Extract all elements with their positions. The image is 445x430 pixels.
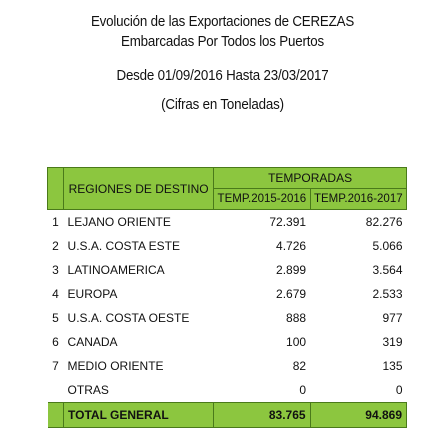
row-number: 2 [52, 239, 59, 253]
total-2015-2016: 83.765 [213, 402, 311, 428]
table-row: 2 U.S.A. COSTA ESTE 4.726 5.066 [48, 234, 407, 258]
value-2015-2016: 100 [286, 335, 307, 349]
regions-header: REGIONES DE DESTINO [63, 167, 215, 210]
season-header-2015-2016: TEMP.2015-2016 [213, 188, 311, 210]
row-number: 6 [52, 335, 59, 349]
row-number: 5 [52, 311, 59, 325]
row-number: 4 [52, 287, 59, 301]
title-line-1: Evolución de las Exportaciones de CEREZA… [90, 14, 355, 30]
document-header: Evolución de las Exportaciones de CEREZA… [0, 0, 445, 115]
value-2015-2016: 82 [292, 359, 307, 373]
value-2015-2016: 0 [299, 383, 307, 397]
exports-table: REGIONES DE DESTINO TEMPORADAS TEMP.2015… [46, 167, 408, 428]
region-name: MEDIO ORIENTE [67, 359, 164, 373]
table-row: OTRAS 0 0 [48, 378, 407, 403]
value-2015-2016: 4.726 [276, 239, 307, 253]
seasons-group-header: TEMPORADAS [213, 167, 407, 189]
value-2016-2017: 5.066 [372, 239, 403, 253]
region-name: LATINOAMERICA [67, 263, 165, 277]
total-num-spacer [47, 402, 64, 428]
value-2016-2017: 2.533 [372, 287, 403, 301]
region-name: CANADA [67, 335, 118, 349]
table-row: 5 U.S.A. COSTA OESTE 888 977 [48, 306, 407, 330]
header-row-2: TEMP.2015-2016 TEMP.2016-2017 [48, 188, 408, 210]
value-2015-2016: 72.391 [269, 215, 307, 229]
table-row: 1 LEJANO ORIENTE 72.391 82.276 [48, 210, 407, 235]
title-line-2: Embarcadas Por Todos los Puertos [121, 34, 324, 50]
region-name: EUROPA [67, 287, 118, 301]
value-2016-2017: 3.564 [372, 263, 403, 277]
table-row: 6 CANADA 100 319 [48, 330, 407, 354]
total-label: TOTAL GENERAL [63, 402, 215, 428]
row-number: 7 [52, 359, 59, 373]
table-row: 7 MEDIO ORIENTE 82 135 [48, 354, 407, 378]
units-note: (Cifras en Toneladas) [161, 97, 284, 113]
row-number: 3 [52, 263, 59, 277]
region-name: LEJANO ORIENTE [67, 215, 171, 229]
row-number: 1 [52, 215, 59, 229]
region-name: OTRAS [67, 383, 109, 397]
total-2016-2017: 94.869 [309, 402, 408, 428]
value-2015-2016: 2.899 [276, 263, 307, 277]
value-2016-2017: 135 [382, 359, 403, 373]
table-row: 3 LATINOAMERICA 2.899 3.564 [48, 258, 407, 282]
value-2016-2017: 0 [395, 383, 403, 397]
region-name: U.S.A. COSTA ESTE [67, 239, 181, 253]
date-range: Desde 01/09/2016 Hasta 23/03/2017 [116, 68, 329, 84]
value-2016-2017: 82.276 [365, 215, 403, 229]
season-header-2016-2017: TEMP.2016-2017 [309, 188, 408, 210]
row-number [48, 378, 64, 403]
value-2016-2017: 319 [382, 335, 403, 349]
region-name: U.S.A. COSTA OESTE [67, 311, 190, 325]
value-2016-2017: 977 [382, 311, 403, 325]
value-2015-2016: 2.679 [276, 287, 307, 301]
total-row: TOTAL GENERAL 83.765 94.869 [47, 402, 408, 428]
header-row-1: REGIONES DE DESTINO TEMPORADAS [46, 167, 407, 210]
header-num-spacer [46, 167, 64, 210]
value-2015-2016: 888 [286, 311, 307, 325]
table-row: 4 EUROPA 2.679 2.533 [48, 282, 407, 306]
